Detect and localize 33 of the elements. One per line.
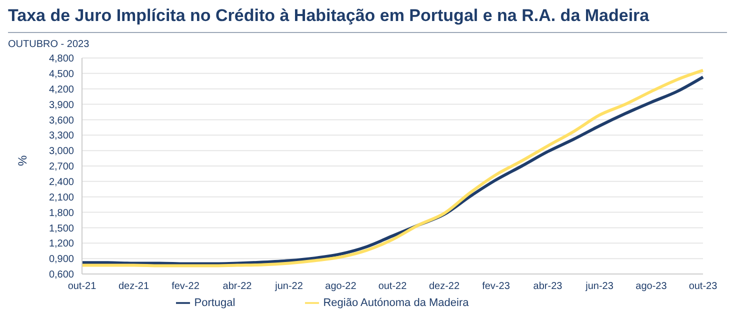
y-tick-label: 1,200 bbox=[48, 238, 74, 250]
x-tick-label: ago-22 bbox=[325, 281, 357, 292]
y-tick-label: 3,600 bbox=[48, 115, 74, 126]
chart-title: Taxa de Juro Implícita no Crédito à Habitação em Portugal e na R.A. da Madeira bbox=[8, 6, 727, 33]
x-tick-label: out-23 bbox=[688, 281, 718, 292]
x-tick-label: out-21 bbox=[68, 281, 97, 292]
x-tick-label: dez-22 bbox=[428, 281, 460, 292]
x-tick-label: jun-22 bbox=[274, 281, 304, 292]
y-tick-label: 3,300 bbox=[48, 130, 74, 142]
y-tick-label: 2,700 bbox=[48, 162, 74, 173]
y-tick-label: 1,500 bbox=[48, 223, 74, 234]
legend-label: Região Autónoma da Madeira bbox=[323, 296, 469, 309]
y-axis-title: % bbox=[15, 155, 30, 166]
y-tick-label: 2,400 bbox=[48, 176, 74, 188]
y-tick-label: 1,800 bbox=[48, 208, 74, 219]
chart-subtitle: OUTUBRO - 2023 bbox=[8, 39, 90, 50]
y-tick-label: 4,200 bbox=[48, 84, 74, 96]
y-tick-label: 4,800 bbox=[48, 54, 74, 65]
y-tick-label: 4,500 bbox=[48, 68, 74, 80]
x-tick-label: abr-23 bbox=[533, 281, 563, 292]
y-tick-label: 3,000 bbox=[48, 146, 74, 158]
x-tick-label: jun-23 bbox=[584, 281, 614, 292]
x-tick-label: fev-23 bbox=[482, 281, 510, 292]
x-tick-label: ago-23 bbox=[636, 281, 668, 292]
y-tick-label: 0,600 bbox=[48, 270, 74, 281]
y-tick-label: 3,900 bbox=[48, 100, 74, 111]
x-tick-label: abr-22 bbox=[222, 281, 252, 292]
x-tick-label: dez-21 bbox=[118, 281, 150, 292]
x-tick-label: out-22 bbox=[378, 281, 408, 292]
y-tick-label: 0,900 bbox=[48, 254, 74, 266]
y-tick-label: 2,100 bbox=[48, 192, 74, 204]
x-tick-label: fev-22 bbox=[172, 281, 200, 292]
legend-label: Portugal bbox=[194, 296, 236, 309]
